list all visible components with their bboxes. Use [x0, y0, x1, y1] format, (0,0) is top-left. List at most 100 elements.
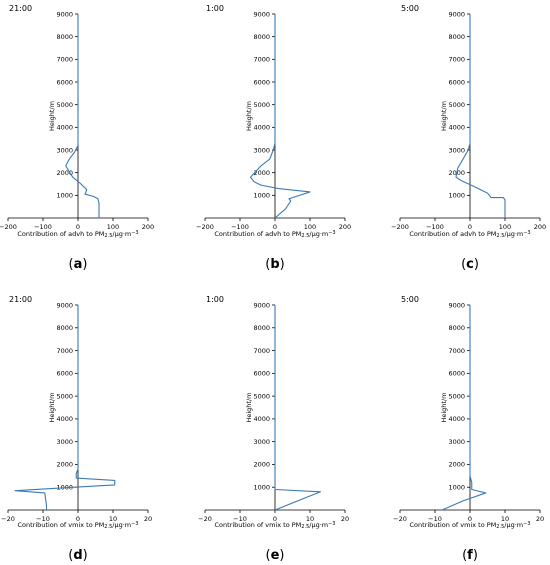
- y-tick-label: 4000: [56, 415, 73, 423]
- x-tick-label: 10: [109, 515, 117, 523]
- x-tick-label: 0: [468, 223, 472, 231]
- chart-panel-d: 21:00−20 −10 0 10 20100020003000400050006000…: [1, 295, 152, 563]
- time-label: 21:00: [9, 295, 32, 304]
- x-axis-label: Contribution of vmix to PM2.5/µg·m−3: [410, 521, 531, 530]
- time-label: 5:00: [401, 4, 419, 13]
- y-tick-label: 5000: [56, 101, 73, 109]
- x-tick-label: 100: [499, 223, 511, 231]
- time-label: 1:00: [206, 4, 224, 13]
- y-tick-label: 6000: [253, 370, 270, 378]
- series-line: [441, 305, 487, 511]
- x-tick-label: 20: [536, 515, 544, 523]
- y-tick-label: 5000: [56, 392, 73, 400]
- time-label: 5:00: [401, 295, 419, 304]
- y-tick-label: 8000: [448, 324, 465, 332]
- x-tick-label: −100: [426, 223, 444, 231]
- x-tick-label: 0: [468, 515, 472, 523]
- x-axis-label: Contribution of vmix to PM2.5/µg·m−3: [215, 521, 336, 530]
- y-tick-label: 4000: [448, 124, 465, 132]
- y-axis-label: Height/m: [48, 392, 56, 422]
- y-tick-label: 5000: [448, 392, 465, 400]
- y-tick-label: 9000: [448, 301, 465, 309]
- y-tick-label: 9000: [56, 10, 73, 18]
- x-tick-label: 200: [534, 223, 546, 231]
- x-tick-label: 20: [341, 515, 349, 523]
- x-tick-label: −10: [36, 515, 50, 523]
- x-tick-label: 0: [273, 515, 277, 523]
- y-tick-label: 4000: [253, 124, 270, 132]
- panel-label: (e): [266, 548, 285, 563]
- y-axis-label: Height/m: [440, 101, 448, 131]
- y-tick-label: 9000: [56, 301, 73, 309]
- x-tick-label: −100: [34, 223, 52, 231]
- y-tick-label: 1000: [448, 192, 465, 200]
- y-tick-label: 1000: [56, 192, 73, 200]
- x-tick-label: −20: [1, 515, 15, 523]
- y-tick-label: 6000: [56, 370, 73, 378]
- y-tick-label: 6000: [448, 370, 465, 378]
- x-tick-label: −200: [391, 223, 409, 231]
- y-tick-label: 8000: [253, 324, 270, 332]
- y-tick-label: 9000: [253, 10, 270, 18]
- x-tick-label: 100: [107, 223, 119, 231]
- y-tick-label: 1000: [253, 484, 270, 492]
- y-tick-label: 6000: [448, 78, 465, 86]
- y-tick-label: 3000: [253, 438, 270, 446]
- y-tick-label: 1000: [448, 484, 465, 492]
- x-tick-label: 100: [304, 223, 316, 231]
- chart-panel-b: 1:00 −200 −100 0 100 200 1000 2000 3000 4000 5000 6…: [196, 4, 351, 272]
- y-tick-label: 3000: [56, 146, 73, 154]
- chart-panel-a: 21:00 −200 −100 0 100 200 1000 2000 3000 4000 5000…: [0, 4, 154, 272]
- panel-label: (b): [265, 257, 284, 272]
- time-label: 1:00: [206, 295, 224, 304]
- y-tick-label: 4000: [253, 415, 270, 423]
- time-label: 21:00: [9, 4, 32, 13]
- x-tick-label: −100: [231, 223, 249, 231]
- y-tick-label: 7000: [448, 56, 465, 64]
- y-tick-label: 7000: [253, 56, 270, 64]
- y-tick-label: 2000: [56, 461, 73, 469]
- y-tick-label: 8000: [448, 33, 465, 41]
- chart-panel-e: 1:00 −20 −10 0 10 20 1000 2000 3000 4000 5000 6000 7…: [198, 295, 349, 563]
- y-tick-label: 2000: [253, 169, 270, 177]
- y-tick-label: 7000: [448, 347, 465, 355]
- y-tick-label: 3000: [448, 438, 465, 446]
- x-tick-label: 20: [144, 515, 152, 523]
- x-axis-label: Contribution of advh to PM2.5/µg·m−3: [214, 230, 335, 239]
- y-tick-label: 5000: [253, 392, 270, 400]
- panel-label: (f): [462, 548, 478, 563]
- x-axis-label: Contribution of advh to PM2.5/µg·m−3: [409, 230, 530, 239]
- x-tick-label: −10: [233, 515, 247, 523]
- x-tick-label: 0: [273, 223, 277, 231]
- y-tick-label: 1000: [253, 192, 270, 200]
- y-tick-label: 4000: [56, 124, 73, 132]
- series-line: [14, 305, 116, 510]
- y-tick-label: 3000: [56, 438, 73, 446]
- y-tick-label: 8000: [56, 33, 73, 41]
- y-tick-label: 2000: [56, 169, 73, 177]
- y-axis-label: Height/m: [245, 392, 253, 422]
- y-tick-label: 9000: [448, 10, 465, 18]
- y-axis-label: Height/m: [245, 101, 253, 131]
- chart-panel-c: 5:00−200 −100 0 100 200100020003000400050006…: [391, 4, 546, 272]
- x-tick-label: 10: [306, 515, 314, 523]
- series-line: [249, 14, 311, 219]
- x-tick-label: −200: [0, 223, 17, 231]
- x-tick-label: 200: [339, 223, 351, 231]
- y-tick-label: 2000: [253, 461, 270, 469]
- series-line: [65, 14, 100, 218]
- y-tick-label: 2000: [448, 461, 465, 469]
- series-line: [455, 14, 506, 218]
- panel-label: (d): [68, 548, 87, 563]
- y-tick-label: 7000: [56, 347, 73, 355]
- series-line: [274, 305, 322, 511]
- x-axis-label: Contribution of advh to PM2.5/µg·m−3: [17, 230, 138, 239]
- x-tick-label: −20: [198, 515, 212, 523]
- y-axis-label: Height/m: [440, 392, 448, 422]
- y-tick-label: 7000: [56, 56, 73, 64]
- y-tick-label: 3000: [448, 146, 465, 154]
- y-tick-label: 4000: [448, 415, 465, 423]
- y-tick-label: 3000: [253, 146, 270, 154]
- x-tick-label: −200: [196, 223, 214, 231]
